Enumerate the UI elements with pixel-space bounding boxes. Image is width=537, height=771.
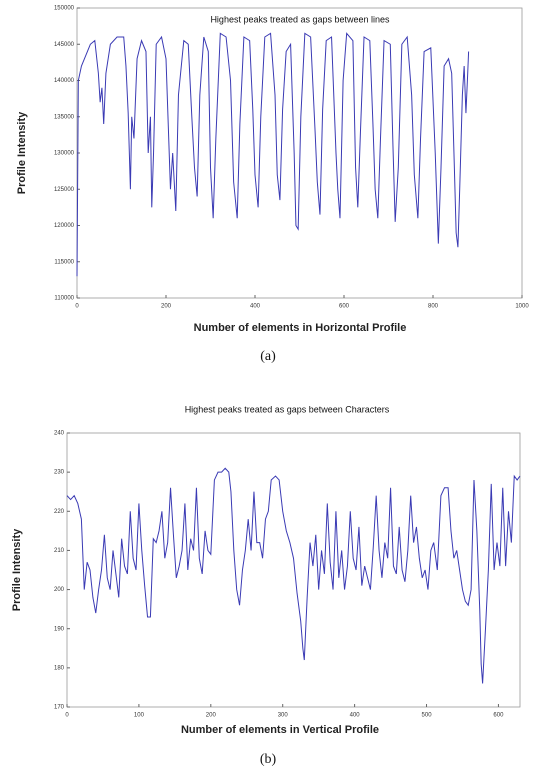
x-tick-label: 800 [428, 304, 439, 310]
y-axis-label: Profile Intensity [11, 528, 23, 611]
x-tick-label: 600 [339, 304, 350, 310]
y-tick-label: 220 [54, 509, 65, 515]
y-tick-label: 200 [54, 587, 65, 593]
data-line [76, 32, 470, 277]
x-axis-label: Number of elements in Horizontal Profile [194, 322, 407, 334]
chart-title: Highest peaks treated as gaps between li… [210, 14, 390, 24]
x-tick-label: 400 [250, 304, 261, 310]
y-tick-label: 210 [54, 548, 65, 554]
y-tick-label: 190 [54, 626, 65, 632]
y-tick-label: 150000 [54, 6, 75, 12]
x-tick-label: 0 [65, 713, 69, 719]
caption: (a) [260, 349, 276, 364]
y-tick-label: 145000 [54, 42, 75, 48]
caption: (b) [260, 752, 277, 767]
x-tick-label: 500 [422, 713, 433, 719]
x-tick-label: 1000 [515, 304, 529, 310]
x-tick-label: 200 [206, 713, 217, 719]
x-axis-label: Number of elements in Vertical Profile [181, 724, 379, 736]
y-tick-label: 130000 [54, 151, 75, 157]
y-tick-label: 135000 [54, 114, 75, 120]
x-tick-label: 600 [493, 713, 504, 719]
x-tick-label: 400 [350, 713, 361, 719]
y-tick-label: 120000 [54, 223, 75, 229]
x-tick-label: 200 [161, 304, 172, 310]
y-tick-label: 110000 [54, 296, 74, 302]
y-axis-label: Profile Intensity [16, 111, 28, 194]
y-tick-label: 115000 [54, 259, 74, 265]
y-tick-label: 240 [54, 431, 65, 437]
x-tick-label: 100 [134, 713, 145, 719]
x-tick-label: 300 [278, 713, 289, 719]
y-tick-label: 170 [54, 705, 65, 711]
data-line [66, 467, 521, 684]
chart-title: Highest peaks treated as gaps between Ch… [185, 404, 390, 414]
y-tick-label: 180 [54, 665, 65, 671]
y-tick-label: 125000 [54, 187, 75, 193]
y-tick-label: 140000 [54, 78, 75, 84]
x-tick-label: 0 [75, 304, 79, 310]
y-tick-label: 230 [54, 470, 65, 476]
plot-frame [66, 432, 521, 708]
